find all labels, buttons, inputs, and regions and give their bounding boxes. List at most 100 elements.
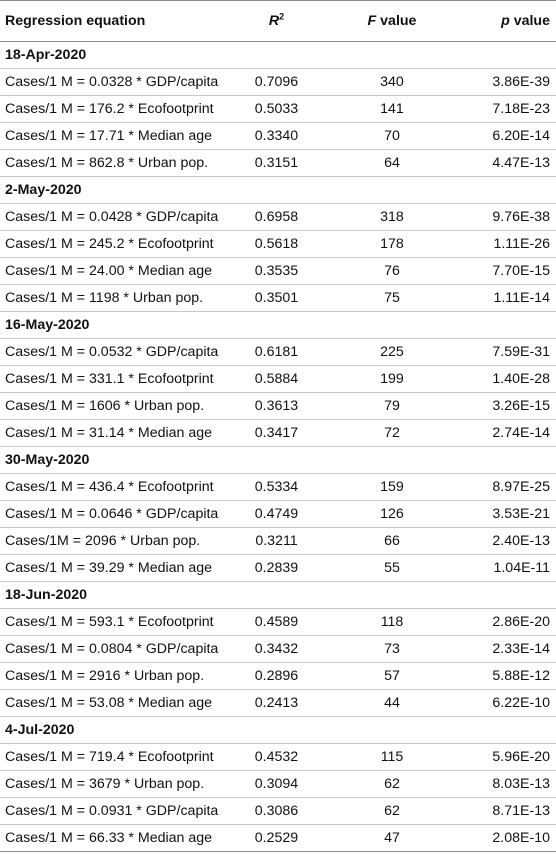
p-value-cell: 1.04E-11 [443,554,556,582]
equation-cell: Cases/1 M = 24.00 * Median age [0,257,218,285]
r-squared-cell: 0.5033 [218,95,335,123]
table-row: Cases/1 M = 331.1 * Ecofootprint 0.5884 19… [0,365,556,393]
p-value-cell: 5.96E-20 [443,743,556,771]
header-f-symbol: F [367,13,377,29]
f-value-cell: 199 [335,365,443,393]
r-squared-cell: 0.6958 [218,203,335,231]
f-value-cell: 79 [335,392,443,420]
equation-cell: Cases/1 M = 53.08 * Median age [0,689,218,717]
table-row: Cases/1 M = 0.0428 * GDP/capita 0.6958 318… [0,203,556,231]
table-row: Cases/1 M = 1198 * Urban pop. 0.3501 75 1.1… [0,284,556,312]
p-value-cell: 2.33E-14 [443,635,556,663]
p-value-cell: 7.59E-31 [443,338,556,366]
r-squared-cell: 0.3086 [218,797,335,825]
p-value-cell: 6.20E-14 [443,122,556,150]
r-squared-cell: 0.2839 [218,554,335,582]
f-value-cell: 72 [335,419,443,447]
equation-cell: Cases/1 M = 17.71 * Median age [0,122,218,150]
table-row: Cases/1 M = 66.33 * Median age 0.2529 47 2.… [0,824,556,852]
r-squared-cell: 0.4532 [218,743,335,771]
f-value-cell: 73 [335,635,443,663]
equation-cell: Cases/1 M = 176.2 * Ecofootprint [0,95,218,123]
f-value-cell: 57 [335,662,443,690]
table-row: Cases/1 M = 2916 * Urban pop. 0.2896 57 5.8… [0,662,556,690]
section-row: 16-May-2020 [0,311,556,339]
p-value-cell: 1.40E-28 [443,365,556,393]
table-row: Cases/1 M = 0.0646 * GDP/capita 0.4749 126… [0,500,556,528]
header-p-text: value [509,13,550,29]
r-squared-cell: 0.3417 [218,419,335,447]
f-value-cell: 126 [335,500,443,528]
equation-cell: Cases/1 M = 862.8 * Urban pop. [0,149,218,177]
table-row: Cases/1 M = 17.71 * Median age 0.3340 70 6.… [0,122,556,150]
f-value-cell: 159 [335,473,443,501]
equation-cell: Cases/1 M = 436.4 * Ecofootprint [0,473,218,501]
r-squared-cell: 0.2896 [218,662,335,690]
f-value-cell: 178 [335,230,443,258]
f-value-cell: 75 [335,284,443,312]
table-row: Cases/1 M = 1606 * Urban pop. 0.3613 79 3.2… [0,392,556,420]
f-value-cell: 64 [335,149,443,177]
header-r-squared: R2 [218,0,335,42]
p-value-cell: 4.47E-13 [443,149,556,177]
f-value-cell: 70 [335,122,443,150]
r-squared-cell: 0.3501 [218,284,335,312]
table-row: Cases/1 M = 39.29 * Median age 0.2839 55 1.… [0,554,556,582]
r-squared-cell: 0.2529 [218,824,335,852]
equation-cell: Cases/1 M = 245.2 * Ecofootprint [0,230,218,258]
p-value-cell: 1.11E-14 [443,284,556,312]
table-body: 18-Apr-2020 Cases/1 M = 0.0328 * GDP/capi… [0,41,556,852]
table-row: Cases/1 M = 0.0804 * GDP/capita 0.3432 73 2… [0,635,556,663]
equation-cell: Cases/1 M = 31.14 * Median age [0,419,218,447]
r-squared-cell: 0.3535 [218,257,335,285]
equation-cell: Cases/1 M = 66.33 * Median age [0,824,218,852]
equation-cell: Cases/1 M = 39.29 * Median age [0,554,218,582]
header-row: Regression equation R2 F value p value [0,0,556,42]
equation-cell: Cases/1 M = 593.1 * Ecofootprint [0,608,218,636]
section-row: 18-Jun-2020 [0,581,556,609]
table-row: Cases/1 M = 24.00 * Median age 0.3535 76 7.… [0,257,556,285]
r-squared-cell: 0.4749 [218,500,335,528]
equation-cell: Cases/1 M = 2916 * Urban pop. [0,662,218,690]
section-row: 2-May-2020 [0,176,556,204]
table-row: Cases/1M = 2096 * Urban pop. 0.3211 66 2.40… [0,527,556,555]
header-r-symbol: R [268,13,280,29]
r-squared-cell: 0.3340 [218,122,335,150]
r-squared-cell: 0.3151 [218,149,335,177]
header-f-value: F value [335,0,443,42]
header-p-value: p value [443,0,556,42]
section-date: 4-Jul-2020 [0,716,556,744]
equation-cell: Cases/1 M = 1606 * Urban pop. [0,392,218,420]
p-value-cell: 5.88E-12 [443,662,556,690]
table-row: Cases/1 M = 719.4 * Ecofootprint 0.4532 11… [0,743,556,771]
section-row: 4-Jul-2020 [0,716,556,744]
f-value-cell: 62 [335,770,443,798]
f-value-cell: 76 [335,257,443,285]
p-value-cell: 6.22E-10 [443,689,556,717]
f-value-cell: 118 [335,608,443,636]
equation-cell: Cases/1 M = 0.0532 * GDP/capita [0,338,218,366]
equation-cell: Cases/1 M = 719.4 * Ecofootprint [0,743,218,771]
f-value-cell: 44 [335,689,443,717]
r-squared-cell: 0.3432 [218,635,335,663]
f-value-cell: 340 [335,68,443,96]
r-squared-cell: 0.6181 [218,338,335,366]
header-r-superscript: 2 [279,11,285,22]
p-value-cell: 2.08E-10 [443,824,556,852]
table-row: Cases/1 M = 862.8 * Urban pop. 0.3151 64 4.… [0,149,556,177]
table-row: Cases/1 M = 0.0931 * GDP/capita 0.3086 62 8… [0,797,556,825]
table-row: Cases/1 M = 0.0328 * GDP/capita 0.7096 340… [0,68,556,96]
equation-cell: Cases/1 M = 0.0328 * GDP/capita [0,68,218,96]
table-row: Cases/1 M = 31.14 * Median age 0.3417 72 2.… [0,419,556,447]
r-squared-cell: 0.3094 [218,770,335,798]
equation-cell: Cases/1 M = 3679 * Urban pop. [0,770,218,798]
f-value-cell: 318 [335,203,443,231]
p-value-cell: 7.18E-23 [443,95,556,123]
p-value-cell: 8.97E-25 [443,473,556,501]
f-value-cell: 115 [335,743,443,771]
p-value-cell: 1.11E-26 [443,230,556,258]
table-row: Cases/1 M = 436.4 * Ecofootprint 0.5334 15… [0,473,556,501]
p-value-cell: 8.03E-13 [443,770,556,798]
f-value-cell: 141 [335,95,443,123]
